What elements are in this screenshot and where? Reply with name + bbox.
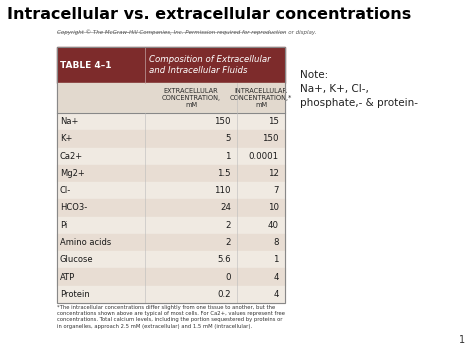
Text: HCO3-: HCO3-	[60, 203, 87, 213]
Text: Copyright © The McGraw-Hill Companies, Inc. Permission required for reproduction: Copyright © The McGraw-Hill Companies, I…	[57, 29, 317, 35]
Text: Ca2+: Ca2+	[60, 152, 83, 161]
Text: Protein: Protein	[60, 290, 90, 299]
Text: *The intracellular concentrations differ slightly from one tissue to another, bu: *The intracellular concentrations differ…	[57, 305, 285, 329]
Text: 110: 110	[215, 186, 231, 195]
Text: 1.5: 1.5	[218, 169, 231, 178]
Text: K+: K+	[60, 135, 73, 143]
Text: 5.6: 5.6	[218, 255, 231, 264]
Text: ATP: ATP	[60, 273, 75, 282]
Bar	[57, 200, 285, 217]
Bar	[57, 47, 285, 303]
Bar	[57, 234, 285, 251]
Text: Pi: Pi	[60, 221, 67, 230]
Text: 15: 15	[268, 117, 279, 126]
Bar	[57, 268, 285, 286]
Text: Note:: Note:	[300, 70, 328, 80]
Text: TABLE 4–1: TABLE 4–1	[60, 60, 111, 70]
Bar	[57, 83, 285, 113]
Text: 150: 150	[215, 117, 231, 126]
Bar	[57, 217, 285, 234]
Text: EXTRACELLULAR
CONCENTRATION,
mM: EXTRACELLULAR CONCENTRATION, mM	[162, 88, 220, 108]
Bar	[57, 165, 285, 182]
Text: Cl-: Cl-	[60, 186, 71, 195]
Text: 4: 4	[273, 290, 279, 299]
Text: Amino acids: Amino acids	[60, 238, 111, 247]
Text: 10: 10	[268, 203, 279, 213]
Text: Glucose: Glucose	[60, 255, 94, 264]
Text: 1: 1	[273, 255, 279, 264]
Text: 12: 12	[268, 169, 279, 178]
Text: 24: 24	[220, 203, 231, 213]
Bar	[57, 182, 285, 200]
Bar	[57, 251, 285, 268]
Bar	[57, 286, 285, 303]
Text: phosphate,- & protein-: phosphate,- & protein-	[300, 98, 418, 108]
Text: 8: 8	[273, 238, 279, 247]
Bar	[57, 113, 285, 130]
Text: 2: 2	[226, 238, 231, 247]
Bar	[57, 47, 285, 83]
Text: Na+: Na+	[60, 117, 78, 126]
Text: 0.0001: 0.0001	[249, 152, 279, 161]
Text: 7: 7	[273, 186, 279, 195]
Text: 0: 0	[226, 273, 231, 282]
Text: 5: 5	[226, 135, 231, 143]
Text: 2: 2	[226, 221, 231, 230]
Text: 40: 40	[268, 221, 279, 230]
Text: 150: 150	[263, 135, 279, 143]
Text: Intracellular vs. extracellular concentrations: Intracellular vs. extracellular concentr…	[7, 7, 411, 22]
Text: 4: 4	[273, 273, 279, 282]
Bar	[57, 148, 285, 165]
Text: 0.2: 0.2	[218, 290, 231, 299]
Bar	[57, 130, 285, 148]
Text: Composition of Extracellular
and Intracellular Fluids: Composition of Extracellular and Intrace…	[149, 55, 271, 75]
Text: INTRACELLULAR
CONCENTRATION,*
mM: INTRACELLULAR CONCENTRATION,* mM	[230, 88, 292, 108]
Text: 1: 1	[459, 335, 465, 345]
Text: Mg2+: Mg2+	[60, 169, 85, 178]
Text: 1: 1	[226, 152, 231, 161]
Text: Na+, K+, Cl-,: Na+, K+, Cl-,	[300, 84, 369, 94]
